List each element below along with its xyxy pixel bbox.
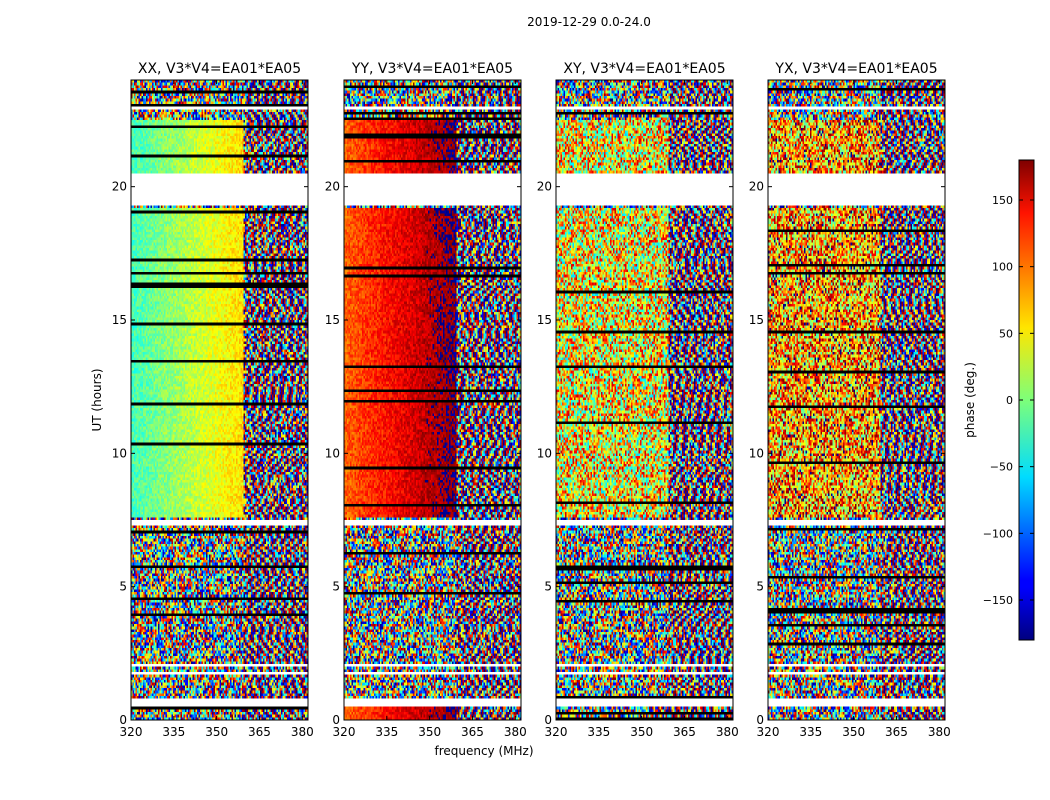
- y-tick-label: 15: [537, 313, 552, 327]
- panel-title: XX, V3*V4=EA01*EA05: [138, 61, 301, 77]
- y-tick-label: 10: [537, 446, 552, 460]
- y-tick-label: 0: [544, 713, 552, 727]
- x-tick-label: 335: [587, 725, 610, 739]
- y-tick-label: 0: [119, 713, 127, 727]
- panel-yx: YX, V3*V4=EA01*EA05 320 335 350 365 380 0 5 10 15…: [749, 61, 951, 739]
- y-tick-label: 10: [749, 446, 764, 460]
- x-tick-label: 320: [120, 725, 143, 739]
- colorbar: −150 −100 −50 0 50 100 150 phase (deg.): [963, 159, 1035, 641]
- panel-xy: XY, V3*V4=EA01*EA05 320 335 350 365 380 0 5 10 15…: [537, 61, 739, 739]
- y-tick-label: 10: [112, 446, 127, 460]
- panel-title: XY, V3*V4=EA01*EA05: [563, 61, 725, 77]
- colorbar-tick-label: −100: [983, 527, 1013, 540]
- panel-frame: [555, 79, 734, 721]
- x-tick-label: 365: [461, 725, 484, 739]
- y-tick-label: 20: [537, 180, 552, 194]
- panel-frame: [343, 79, 522, 721]
- x-tick-label: 350: [630, 725, 653, 739]
- y-tick-label: 5: [756, 580, 764, 594]
- colorbar-tick-label: 150: [992, 194, 1013, 207]
- panel-frame: [130, 79, 309, 721]
- panels: XX, V3*V4=EA01*EA05 320 335 350 365 380 0 5 10 15…: [112, 61, 951, 739]
- y-tick-label: 5: [332, 580, 340, 594]
- panel-heatmap: [556, 80, 733, 720]
- y-tick-label: 20: [749, 180, 764, 194]
- x-tick-label: 350: [205, 725, 228, 739]
- x-tick-label: 380: [504, 725, 527, 739]
- x-tick-label: 335: [799, 725, 822, 739]
- x-tick-label: 335: [162, 725, 185, 739]
- colorbar-tick-label: −150: [983, 594, 1013, 607]
- y-tick-label: 15: [325, 313, 340, 327]
- panel-yy: YY, V3*V4=EA01*EA05 320 335 350 365 380 0 5 10 15…: [325, 61, 527, 739]
- y-tick-label: 5: [544, 580, 552, 594]
- x-tick-label: 380: [716, 725, 739, 739]
- colorbar-tick-label: 0: [1006, 394, 1013, 407]
- colorbar-tick-label: 100: [992, 261, 1013, 274]
- panel-frame: [767, 79, 946, 721]
- y-tick-label: 10: [325, 446, 340, 460]
- x-tick-label: 350: [418, 725, 441, 739]
- panel-title: YY, V3*V4=EA01*EA05: [351, 61, 513, 77]
- y-tick-label: 0: [756, 713, 764, 727]
- x-tick-label: 365: [885, 725, 908, 739]
- colorbar-tick-label: 50: [999, 327, 1013, 340]
- y-tick-label: 15: [112, 313, 127, 327]
- x-tick-label: 335: [375, 725, 398, 739]
- colorbar-ticks: −150 −100 −50 0 50 100 150: [983, 194, 1034, 607]
- y-tick-label: 0: [332, 713, 340, 727]
- panel-xx: XX, V3*V4=EA01*EA05 320 335 350 365 380 0 5 10 15…: [112, 61, 314, 739]
- y-tick-label: 20: [325, 180, 340, 194]
- panel-heatmap: [344, 80, 521, 720]
- x-tick-label: 320: [333, 725, 356, 739]
- x-tick-label: 320: [757, 725, 780, 739]
- x-tick-label: 380: [928, 725, 951, 739]
- panel-heatmap: [131, 80, 308, 720]
- x-tick-label: 365: [248, 725, 271, 739]
- x-tick-label: 380: [291, 725, 314, 739]
- y-axis-label: UT (hours): [90, 368, 104, 431]
- panel-title: YX, V3*V4=EA01*EA05: [774, 61, 937, 77]
- y-tick-label: 5: [119, 580, 127, 594]
- panel-heatmap: [768, 80, 945, 720]
- colorbar-label: phase (deg.): [963, 362, 977, 438]
- x-axis-label: frequency (MHz): [434, 744, 533, 758]
- figure-title: 2019-12-29 0.0-24.0: [527, 15, 651, 29]
- colorbar-tick-label: −50: [990, 461, 1013, 474]
- y-tick-label: 15: [749, 313, 764, 327]
- x-tick-label: 365: [673, 725, 696, 739]
- x-tick-label: 350: [842, 725, 865, 739]
- y-tick-label: 20: [112, 180, 127, 194]
- x-tick-label: 320: [545, 725, 568, 739]
